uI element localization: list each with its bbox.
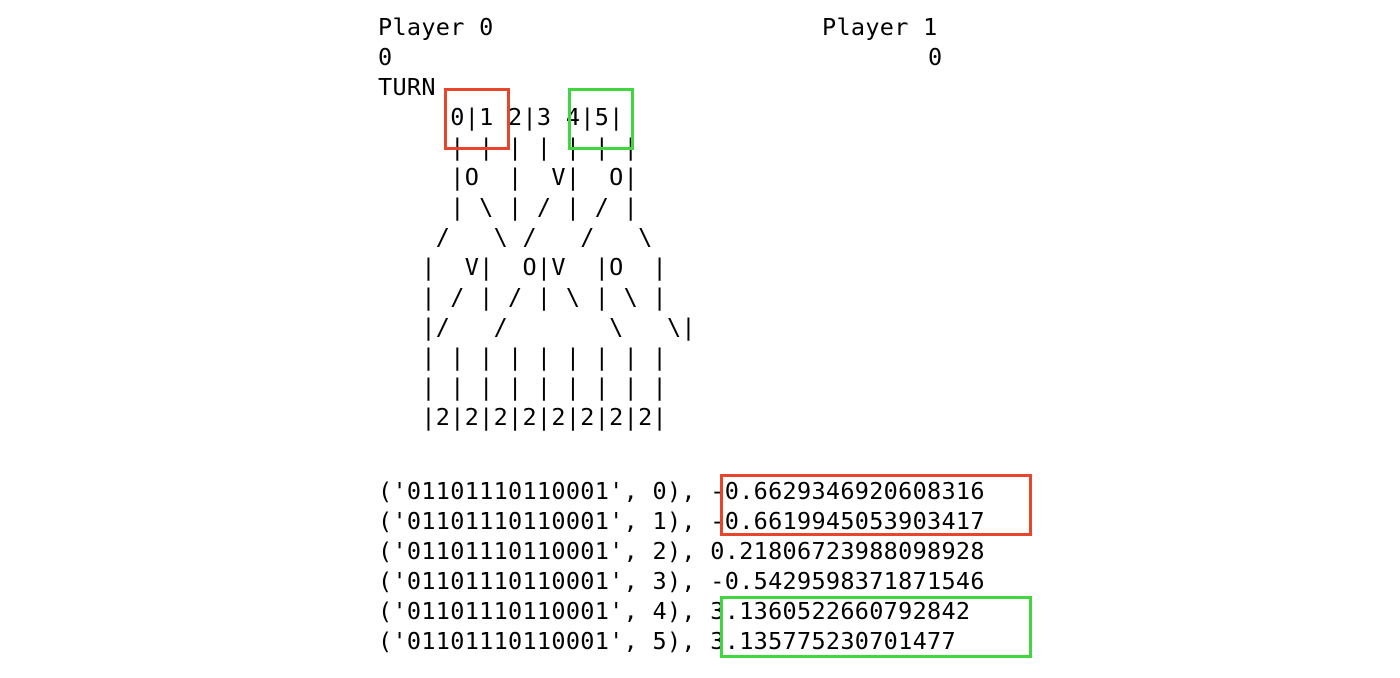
player0-score: 0 (378, 43, 393, 71)
board-line: |O | V| O| (378, 163, 639, 191)
board-line: | \ | / | / | (378, 193, 639, 221)
board-line: 0|1 2|3 4|5| (378, 103, 624, 131)
board-line: / \ / / \ (378, 223, 653, 251)
q-value-row: ('01101110110001', 2), 0.218067239880989… (378, 537, 985, 565)
board-line: |2|2|2|2|2|2|2|2| (378, 403, 667, 431)
highlight-box-q-values-4-5 (720, 596, 1032, 658)
board-line: | | | | | | | | | (378, 373, 667, 401)
q-value-row: ('01101110110001', 0), -0.66293469206083… (378, 477, 985, 505)
q-value-row: ('01101110110001', 4), 3.136052266079284… (378, 597, 971, 625)
q-value-row: ('01101110110001', 3), -0.54295983718715… (378, 567, 985, 595)
highlight-box-q-values-0-1 (720, 474, 1032, 536)
q-value-row: ('01101110110001', 1), -0.66199450539034… (378, 507, 985, 535)
board-line: |/ / \ \| (378, 313, 696, 341)
board-line: | V| O|V |O | (378, 253, 667, 281)
highlight-box-moves-0-1 (444, 88, 510, 150)
player1-score: 0 (928, 43, 943, 71)
turn-indicator: TURN (378, 73, 436, 101)
board-line: | / | / | \ | \ | (378, 283, 667, 311)
q-value-row: ('01101110110001', 5), 3.135775230701477 (378, 627, 956, 655)
highlight-box-moves-4-5 (568, 88, 634, 150)
board-line: | | | | | | | | | (378, 343, 667, 371)
player0-label: Player 0 (378, 13, 494, 41)
player1-label: Player 1 (822, 13, 938, 41)
game-board: 0|1 2|3 4|5| | | | | | | | |O | V| O| | … (378, 102, 778, 442)
